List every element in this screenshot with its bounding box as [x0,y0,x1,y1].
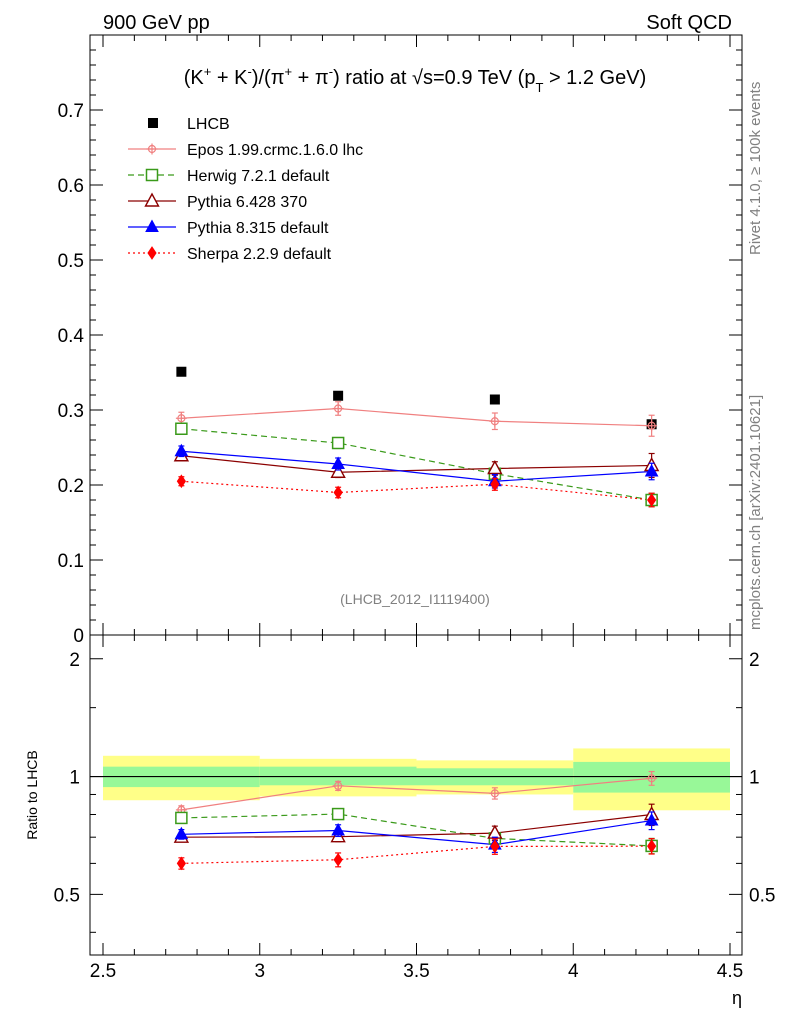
legend-entry-herwig: Herwig 7.2.1 default [128,168,330,185]
ratio-plot-area [90,748,742,871]
main-series-point-2-2 [487,460,503,475]
main-series-point-1-1 [331,436,345,450]
ratio-series-point-4-0 [176,856,186,871]
main-series-point-3-3 [644,463,659,477]
legend-marker-sherpa [128,246,176,260]
main-series-point-4-3 [647,493,657,507]
ratio-ticks: 0.5 0.5 1 1 2 2 2.5 3 3.5 4 4.5 [54,635,775,982]
main-series-point-1-0 [175,422,188,435]
main-ticks: 0 0.1 0.2 0.3 0.4 0.5 0.6 0.7 [58,35,742,647]
main-series-point-2-1 [330,463,346,478]
main-series-line-2 [181,455,652,473]
main-series-point-4-2 [490,477,500,492]
main-series-point-3-0 [174,443,189,457]
main-ytick-label-3: 0.3 [58,401,84,422]
main-series-point-3-1 [331,456,345,469]
ratio-series-point-0-2 [489,787,501,799]
lhcb-data-point-0 [176,366,187,377]
legend-symbol-4 [147,246,157,260]
legend-marker-epos [128,143,176,155]
main-series-line-4 [181,480,652,501]
main-plot-area [173,366,660,508]
ratio-series-line-1 [181,813,652,847]
x-axis-label: η [732,988,742,1008]
main-ytick-label-0: 0 [73,626,84,647]
legend-marker-herwig [128,168,176,182]
analysis-watermark: (LHCB_2012_I1119400) [340,591,490,607]
legend-marker-pythia6 [128,192,176,207]
main-series-line-0 [181,407,652,427]
ratio-ytick-label-right-1: 1 [749,768,760,789]
ratio-series-line-2 [181,813,652,838]
ratio-series-point-4-3 [647,839,657,854]
ratio-y-axis-label: Ratio to LHCB [24,750,40,839]
main-ytick-label-5: 0.5 [58,251,84,272]
main-panel: 0 0.1 0.2 0.3 0.4 0.5 0.6 0.7 (K+ + K-)/(π+ + π… [58,34,743,647]
legend-marker-lhcb [148,118,158,128]
legend-label-sherpa: Sherpa 2.2.9 default [187,246,332,263]
legend-entry-epos: Epos 1.99.crmc.1.6.0 lhc [128,142,363,159]
legend-label-pythia6: Pythia 6.428 370 [187,194,307,211]
ratio-ytick-label-right-2: 2 [749,650,760,671]
legend-symbol-2 [144,192,160,207]
ratio-series-point-4-2 [490,839,500,854]
main-series-point-4-1 [333,485,343,500]
ratio-series-point-4-1 [333,852,343,867]
ratio-series-point-0-1 [332,780,344,792]
main-ytick-label-2: 0.2 [58,476,84,497]
legend-symbol-3 [145,219,159,232]
header-right-label: Soft QCD [646,12,732,34]
legend-entry-sherpa: Sherpa 2.2.9 default [128,246,332,263]
main-series-point-0-0 [175,412,187,424]
main-series-point-0-2 [489,415,501,427]
mcplots-label: mcplots.cern.ch [arXiv:2401.10621] [747,395,764,630]
main-ytick-label-1: 0.1 [58,551,84,572]
ratio-series-point-3-0 [174,826,189,840]
ratio-ytick-label-left-1: 1 [69,768,80,789]
main-series-line-1 [181,428,652,501]
xtick-label-2: 3.5 [403,961,429,982]
xtick-label-4: 4.5 [717,961,743,982]
ratio-series-line-0 [181,777,652,811]
rivet-version-label: Rivet 4.1.0, ≥ 100k events [747,82,764,255]
ratio-panel: 0.5 0.5 1 1 2 2 2.5 3 3.5 4 4.5 Ratio to LHCB η [24,634,775,1008]
xtick-label-3: 4 [568,961,579,982]
legend-entry-pythia6: Pythia 6.428 370 [128,192,307,211]
xtick-label-1: 3 [254,961,265,982]
legend-entry-pythia8: Pythia 8.315 default [128,219,329,237]
ratio-series-point-3-3 [644,813,659,826]
legend-marker-pythia8 [128,219,176,232]
main-ytick-label-4: 0.4 [58,326,85,347]
xtick-label-0: 2.5 [90,961,116,982]
legend-label-herwig: Herwig 7.2.1 default [187,168,330,185]
lhcb-data-point-1 [333,390,344,401]
ratio-series-line-3 [181,819,652,846]
ratio-series-point-1-0 [175,811,188,825]
main-ytick-label-7: 0.7 [58,101,84,122]
legend-symbol-0 [146,143,158,155]
legend-label-lhcb: LHCB [187,116,230,133]
ratio-series-point-0-3 [646,772,658,784]
lhcb-data-point-2 [489,394,500,405]
main-series-point-0-3 [646,420,658,432]
main-series-point-0-1 [332,403,344,414]
legend-label-pythia8: Pythia 8.315 default [187,220,329,237]
main-ytick-label-6: 0.6 [58,176,84,197]
legend: LHCB Epos 1.99.crmc.1.6.0 lhc Herwig 7.2… [128,116,363,263]
legend-label-epos: Epos 1.99.crmc.1.6.0 lhc [187,142,363,159]
ratio-series-point-3-1 [331,822,345,836]
main-series-line-3 [181,450,652,482]
ratio-ytick-label-right-0: 0.5 [749,885,775,906]
ratio-ytick-label-left-2: 2 [69,650,80,671]
ratio-ytick-label-left-0: 0.5 [54,885,80,906]
header-left-label: 900 GeV pp [103,12,210,34]
ratio-series-line-4 [181,845,652,864]
main-series-point-4-0 [176,474,186,489]
legend-symbol-1 [145,168,159,182]
ratio-series-point-1-1 [331,807,345,821]
legend-entry-lhcb: LHCB [148,116,230,133]
main-title: (K+ + K-)/(π+ + π-) ratio at √s=0.9 TeV … [184,64,646,95]
